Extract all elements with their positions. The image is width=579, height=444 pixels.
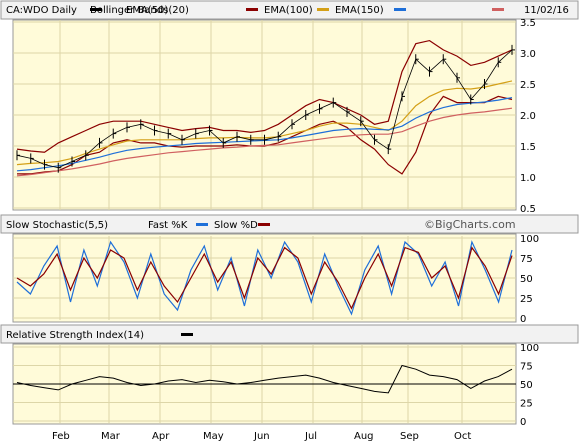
x-axis-labels: Feb Mar Apr May Jun Jul Aug Sep Oct xyxy=(52,431,471,442)
legend-swatch xyxy=(394,8,406,11)
rsi-title: Relative Strength Index(14) xyxy=(6,330,144,341)
x-tick-label: Aug xyxy=(354,431,374,442)
y-tick-label: 75 xyxy=(520,362,533,373)
stochastic-legend-d-swatch xyxy=(258,223,270,226)
rsi-line xyxy=(16,364,513,394)
y-tick-label: 2.5 xyxy=(520,80,536,91)
stochastic-legend-k-swatch xyxy=(196,223,208,226)
y-tick-label: 0 xyxy=(520,417,526,428)
y-tick-label: 0.5 xyxy=(520,204,536,215)
y-tick-label: 50 xyxy=(520,274,533,285)
bigcharts-credit: ©BigCharts.com xyxy=(424,218,516,231)
symbol-label: CA:WDO Daily xyxy=(6,5,77,16)
legend-label: EMA(100) xyxy=(264,5,313,16)
y-tick-label: 1.5 xyxy=(520,142,536,153)
legend-swatch xyxy=(246,8,258,11)
x-tick-label: Jun xyxy=(253,431,270,442)
y-tick-label: 25 xyxy=(520,294,533,305)
stochastic-line-fast_k xyxy=(16,240,513,316)
stochastic-line-slow_d xyxy=(16,246,513,310)
x-tick-label: Feb xyxy=(52,431,70,442)
legend-label: EMA(150) xyxy=(335,5,384,16)
x-tick-label: Oct xyxy=(454,431,471,442)
y-tick-label: 2.0 xyxy=(520,111,536,122)
x-tick-label: Apr xyxy=(152,431,170,442)
price-line-upper_band xyxy=(16,39,513,153)
x-tick-label: Sep xyxy=(400,431,419,442)
rsi-legend-swatch xyxy=(181,333,193,336)
y-tick-label: 0 xyxy=(520,314,526,325)
x-tick-label: May xyxy=(203,431,224,442)
stochastic-title: Slow Stochastic(5,5) xyxy=(6,220,108,231)
price-line-ema150 xyxy=(16,107,513,177)
y-tick-label: 3.5 xyxy=(520,18,536,29)
y-tick-label: 75 xyxy=(520,254,533,265)
stochastic-legend-d: Slow %D xyxy=(214,220,258,231)
legend-swatch xyxy=(492,8,504,11)
rsi-header-bar xyxy=(0,324,579,344)
legend-label: Bollinger Bands(20) xyxy=(90,5,189,16)
price-legend: CA:WDO Daily Bollinger Bands(20)EMA(50) EM… xyxy=(6,5,569,16)
legend-swatch xyxy=(90,8,102,11)
price-line-close xyxy=(16,49,513,169)
rsi-series-group xyxy=(13,364,516,394)
y-tick-label: 3.0 xyxy=(520,49,536,60)
y-tick-label: 100 xyxy=(520,234,539,245)
y-axis-labels: 3.5 3.0 2.5 2.0 1.5 1.0 0.5 100 75 50 25 0 100 75 50 25… xyxy=(520,18,539,428)
y-tick-label: 100 xyxy=(520,343,539,354)
legend-label: EMA(50) xyxy=(126,5,168,16)
stochastic-series-group xyxy=(16,240,513,316)
price-header-bar xyxy=(0,0,579,20)
y-tick-label: 25 xyxy=(520,399,533,410)
price-series-group xyxy=(16,39,515,177)
stoch-header-bar xyxy=(0,214,579,234)
x-tick-label: Jul xyxy=(304,431,317,442)
price-grid xyxy=(13,20,516,210)
y-tick-label: 50 xyxy=(520,380,533,391)
x-tick-label: Mar xyxy=(101,431,121,442)
y-tick-label: 1.0 xyxy=(520,173,536,184)
chart-date: 11/02/16 xyxy=(524,5,569,16)
legend-swatch xyxy=(317,8,329,11)
stochastic-legend-k: Fast %K xyxy=(148,220,188,231)
